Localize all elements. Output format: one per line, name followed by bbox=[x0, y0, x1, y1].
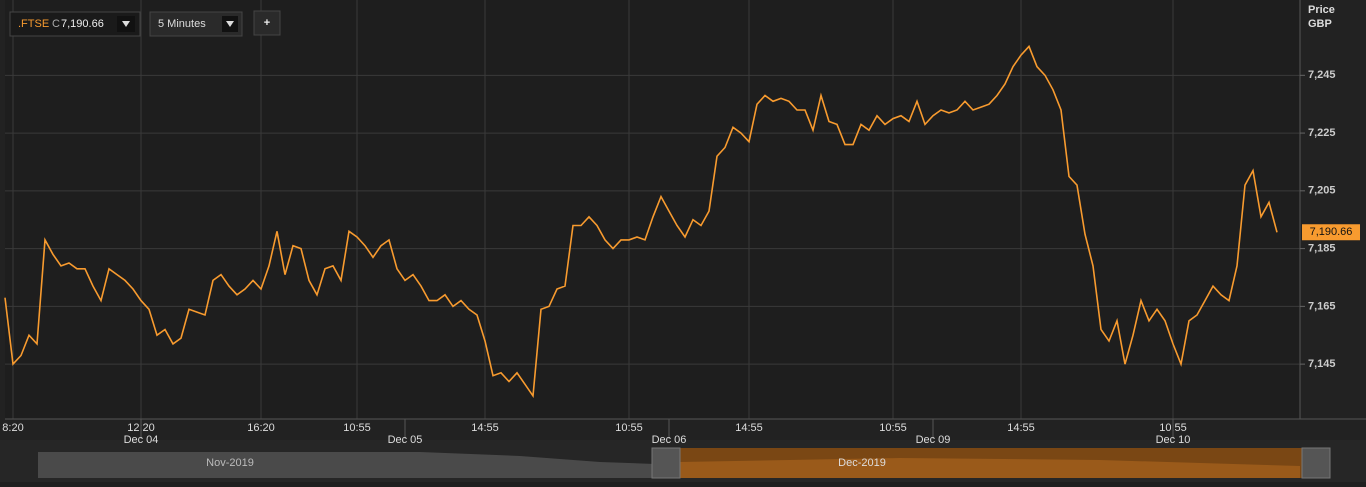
navigator-handle[interactable] bbox=[651, 447, 681, 479]
price-flag: C bbox=[52, 18, 60, 30]
x-tick-label: 8:20 bbox=[2, 422, 23, 434]
x-tick-label: 16:20 bbox=[247, 422, 275, 434]
y-tick-label: 7,145 bbox=[1308, 358, 1336, 370]
axis-unit: GBP bbox=[1308, 18, 1332, 30]
y-tick-label: 7,245 bbox=[1308, 69, 1336, 81]
x-tick-label: 14:55 bbox=[1007, 422, 1035, 434]
axis-title: Price bbox=[1308, 4, 1335, 16]
add-button-label[interactable]: + bbox=[264, 17, 270, 29]
instrument-name: .FTSE bbox=[18, 18, 49, 30]
navigator-handle[interactable] bbox=[1301, 447, 1331, 479]
x-date-label: Dec 05 bbox=[388, 434, 423, 446]
y-tick-label: 7,165 bbox=[1308, 300, 1336, 312]
y-tick-label: 7,185 bbox=[1308, 243, 1336, 255]
x-date-label: Dec 10 bbox=[1156, 434, 1191, 446]
navigator-label: Nov-2019 bbox=[206, 457, 254, 469]
navigator-history bbox=[680, 458, 1300, 478]
x-date-label: Dec 04 bbox=[124, 434, 159, 446]
x-tick-label: 10:55 bbox=[615, 422, 643, 434]
header-price: 7,190.66 bbox=[61, 18, 104, 30]
x-tick-label: 14:55 bbox=[735, 422, 763, 434]
interval-label: 5 Minutes bbox=[158, 18, 206, 30]
add-button[interactable] bbox=[253, 10, 281, 36]
last-price-tag bbox=[1302, 224, 1360, 241]
x-tick-label: 14:55 bbox=[471, 422, 499, 434]
x-tick-label: 10:55 bbox=[879, 422, 907, 434]
instrument-selector[interactable]: .FTSE C 7,190.66 bbox=[9, 11, 141, 37]
navigator-label: Dec-2019 bbox=[838, 457, 886, 469]
x-date-label: Dec 06 bbox=[652, 434, 687, 446]
y-tick-label: 7,225 bbox=[1308, 127, 1336, 139]
interval-selector[interactable]: 5 Minutes bbox=[149, 11, 243, 37]
x-date-label: Dec 09 bbox=[916, 434, 951, 446]
plot-area bbox=[5, 0, 1300, 419]
last-price-label: 7,190.66 bbox=[1310, 226, 1353, 238]
y-tick-label: 7,205 bbox=[1308, 185, 1336, 197]
navigator-history bbox=[38, 452, 655, 478]
dropdown-arrow bbox=[122, 21, 130, 27]
grid bbox=[5, 0, 1300, 419]
x-tick-label: 10:55 bbox=[343, 422, 371, 434]
price-line bbox=[4, 44, 1278, 399]
dropdown-arrow bbox=[226, 21, 234, 27]
